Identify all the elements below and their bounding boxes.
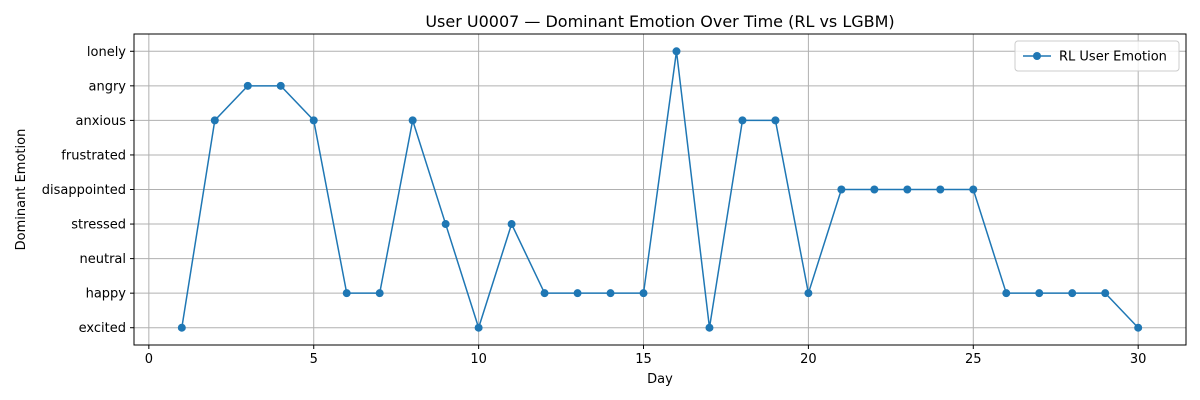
y-tick-label: angry [89,79,127,94]
data-point [210,116,219,125]
y-tick-label: frustrated [61,148,126,163]
x-tick-label: 5 [310,352,318,367]
legend-label: RL User Emotion [1059,50,1167,65]
data-point [969,185,978,194]
data-point [804,289,813,298]
grid-lines [134,34,1186,345]
y-axis-ticks: excited happy neutral stressed disappointed f… [42,45,134,336]
data-point [507,220,516,229]
series-layer [177,47,1143,332]
x-tick-label: 15 [635,352,652,367]
data-point [738,116,747,125]
data-point [903,185,912,194]
x-tick-label: 30 [1130,352,1147,367]
data-point [540,289,549,298]
x-tick-label: 25 [965,352,982,367]
data-point [1002,289,1011,298]
data-point [243,81,252,90]
y-tick-label: disappointed [42,183,126,198]
y-tick-label: stressed [71,218,126,233]
legend-marker-sample [1033,52,1041,60]
data-point [936,185,945,194]
data-point [177,323,186,332]
data-point [1035,289,1044,298]
y-tick-label: anxious [76,114,127,129]
x-axis-label: Day [647,372,673,387]
data-point [606,289,615,298]
data-point [705,323,714,332]
data-point [276,81,285,90]
data-point [441,220,450,229]
x-axis-ticks: 0 5 10 15 20 25 30 [145,345,1147,367]
y-tick-label: lonely [87,45,126,60]
data-point [375,289,384,298]
data-point [771,116,780,125]
x-tick-label: 10 [470,352,487,367]
data-point [309,116,318,125]
chart-title: User U0007 — Dominant Emotion Over Time … [425,12,894,31]
legend-box [1014,40,1180,72]
data-point [870,185,879,194]
data-point [639,289,648,298]
x-tick-label: 20 [800,352,817,367]
y-axis-label: Dominant Emotion [14,129,29,251]
series-line [181,51,1139,331]
data-point [342,289,351,298]
data-point [1101,289,1110,298]
data-point [573,289,582,298]
data-point [1134,323,1143,332]
data-point [672,47,681,56]
data-point [1068,289,1077,298]
data-point [474,323,483,332]
legend: RL User Emotion [1014,40,1180,72]
x-tick-label: 0 [145,352,153,367]
y-tick-label: neutral [80,252,127,267]
data-point [837,185,846,194]
y-tick-label: happy [86,287,127,302]
data-point [408,116,417,125]
y-tick-label: excited [79,321,126,336]
